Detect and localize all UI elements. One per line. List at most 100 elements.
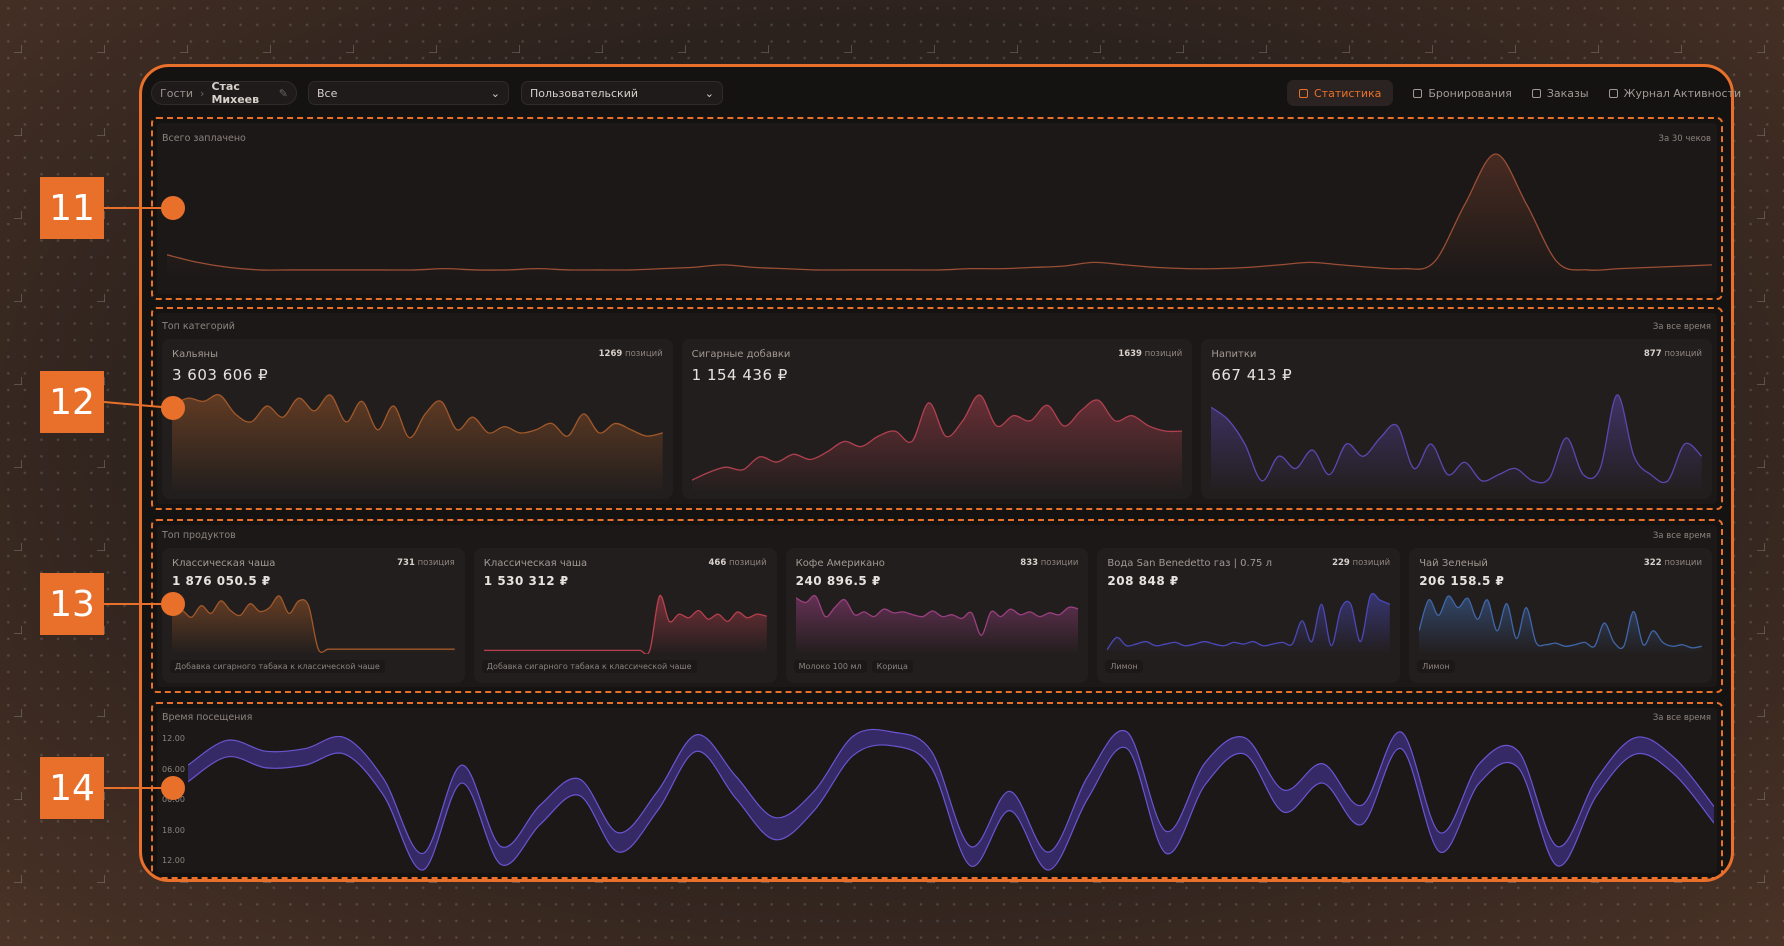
visit-band-lower: [188, 744, 1714, 871]
filter-value: Все: [317, 86, 338, 100]
card-count: 1269 позиций: [599, 349, 663, 359]
tab-icon: [1531, 88, 1541, 98]
sparkline: [167, 153, 1712, 271]
tab-active[interactable]: Статистика: [1287, 80, 1394, 106]
sparkline-area: [691, 394, 1183, 493]
card: Кальяны 1269 позиций 3 603 606 ₽: [162, 339, 673, 499]
tab-label: Бронирования: [1428, 86, 1512, 100]
annotation-badge: 11: [40, 177, 104, 239]
sparkline: [1419, 595, 1702, 650]
filter-select[interactable]: Все ⌄: [308, 81, 509, 105]
tab-icon: [1608, 88, 1618, 98]
period-select[interactable]: За все время: [1652, 713, 1711, 723]
sparkline-area: [1419, 595, 1702, 654]
time-label: 12.00: [162, 734, 185, 743]
time-label: 12.00: [162, 856, 185, 865]
annotation-badge: 14: [40, 757, 104, 819]
annotation-badge: 12: [40, 371, 104, 433]
card-amount: 667 413 ₽: [1211, 366, 1293, 384]
card: Чай Зеленый 322 позиции 206 158.5 ₽ Лимон: [1409, 548, 1712, 683]
sparkline: [1107, 592, 1391, 651]
card-amount: 208 848 ₽: [1107, 574, 1179, 588]
tag-list: Добавка сигарного табака к классической …: [170, 660, 390, 673]
tag: Добавка сигарного табака к классической …: [481, 660, 697, 673]
card: Напитки 877 позиций 667 413 ₽: [1201, 339, 1712, 499]
tab-label: Статистика: [1314, 86, 1382, 100]
card-name: Классическая чаша: [483, 558, 588, 569]
card-chart: [483, 594, 767, 654]
sparkline-area: [172, 595, 455, 654]
card: Кофе Американо 833 позиции 240 896.5 ₽ Моло…: [785, 548, 1089, 683]
tag-list: Лимон: [1417, 660, 1459, 673]
card-row: Классическая чаша 731 позиция 1 876 050.5 …: [162, 548, 1712, 683]
card-amount: 1 876 050.5 ₽: [172, 574, 271, 588]
card: Классическая чаша 731 позиция 1 876 050.5 …: [162, 548, 465, 683]
breadcrumb-separator: ›: [200, 86, 205, 100]
section-top-categories: Топ категорий За все время Кальяны 1269 п…: [151, 307, 1723, 510]
card-count: 229 позиций: [1332, 558, 1390, 568]
tag: Лимон: [1417, 660, 1455, 673]
period-select[interactable]: За 30 чеков: [1658, 134, 1711, 144]
breadcrumb-item[interactable]: Гости: [160, 86, 194, 100]
card: Вода San Benedetto газ | 0.75 л 229 позиц…: [1097, 548, 1401, 683]
card-chart: [172, 595, 455, 654]
time-label: 18.00: [162, 825, 185, 835]
card-chart: [1419, 595, 1702, 654]
card-name: Классическая чаша: [172, 558, 276, 569]
tag-list: Добавка сигарного табака к классической …: [481, 660, 702, 673]
count-unit: позиций: [1664, 349, 1702, 359]
card-count: 466 позиций: [709, 558, 767, 568]
time-label: 00.00: [162, 795, 185, 804]
section-title: Всего заплачено: [162, 133, 246, 144]
card-count: 1639 позиций: [1118, 349, 1182, 359]
visit-band-upper: [188, 728, 1714, 855]
card-count: 731 позиция: [397, 558, 455, 568]
visit-time-chart: [188, 728, 1714, 871]
tab[interactable]: Бронирования: [1413, 87, 1512, 100]
count-value: 322: [1643, 558, 1662, 568]
card-name: Напитки: [1211, 349, 1257, 360]
tab[interactable]: Журнал Активности: [1608, 87, 1741, 100]
sparkline-area: [167, 154, 1712, 280]
visit-band: [188, 729, 1714, 871]
edit-icon[interactable]: ✎: [278, 86, 288, 100]
sparkline: [172, 394, 663, 439]
card-chart: [1211, 394, 1702, 493]
filter-value: Пользовательский: [530, 86, 638, 100]
tab-icon: [1413, 88, 1423, 98]
tab-icon: [1299, 88, 1308, 98]
chevron: ⌄: [490, 86, 500, 100]
section-top-products: Топ продуктов За все время Классическая …: [151, 519, 1723, 693]
filter-select[interactable]: Пользовательский ⌄: [521, 81, 723, 105]
count-value: 877: [1643, 349, 1662, 359]
card-name: Кофе Американо: [795, 558, 885, 569]
count-value: 833: [1020, 558, 1039, 568]
card-amount: 1 530 312 ₽: [483, 574, 569, 588]
period-select[interactable]: За все время: [1652, 322, 1711, 332]
card-count: 322 позиции: [1644, 558, 1702, 568]
sparkline-area: [1107, 593, 1391, 654]
card-count: 833 позиции: [1020, 558, 1078, 568]
sparkline: [691, 394, 1183, 481]
count-value: 466: [708, 558, 727, 568]
card-amount: 240 896.5 ₽: [795, 574, 881, 588]
count-unit: позиций: [1144, 349, 1183, 359]
card-chart: [691, 394, 1183, 493]
annotation-badge: 13: [40, 573, 104, 635]
count-value: 1269: [598, 349, 623, 359]
card-chart: [795, 594, 1079, 654]
card-amount: 3 603 606 ₽: [172, 366, 269, 384]
period-select[interactable]: За все время: [1652, 531, 1711, 541]
section-visit-time: Время посещения За все время 12.00 06.00 0…: [151, 702, 1723, 879]
card-row: Кальяны 1269 позиций 3 603 606 ₽ Сигарные д…: [162, 339, 1712, 499]
section-title: Время посещения: [162, 712, 253, 723]
count-unit: позиции: [1040, 558, 1079, 568]
tab[interactable]: Заказы: [1531, 87, 1589, 100]
tag: Корица: [871, 660, 913, 673]
section-title: Топ категорий: [162, 321, 235, 332]
time-label: 06.00: [162, 764, 185, 774]
sparkline-area: [172, 394, 663, 493]
sparkline: [795, 594, 1079, 636]
section-body: [157, 708, 1717, 873]
